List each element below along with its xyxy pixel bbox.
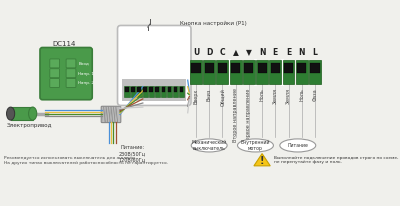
Text: Первое направление: Первое направление: [246, 88, 251, 143]
Text: N: N: [259, 48, 265, 57]
FancyBboxPatch shape: [168, 88, 171, 92]
FancyBboxPatch shape: [50, 59, 60, 68]
FancyBboxPatch shape: [310, 63, 320, 73]
FancyBboxPatch shape: [230, 60, 242, 84]
FancyBboxPatch shape: [309, 60, 321, 84]
FancyBboxPatch shape: [66, 59, 76, 68]
FancyBboxPatch shape: [136, 86, 142, 97]
FancyBboxPatch shape: [205, 63, 214, 73]
Text: E: E: [286, 48, 291, 57]
Text: Вход: Вход: [78, 62, 89, 66]
Text: Вверх: Вверх: [194, 88, 198, 104]
Ellipse shape: [28, 107, 37, 120]
FancyBboxPatch shape: [144, 88, 147, 92]
FancyBboxPatch shape: [50, 69, 60, 78]
Text: Ноль: Ноль: [260, 88, 264, 101]
Text: Земля: Земля: [273, 88, 278, 104]
FancyBboxPatch shape: [231, 63, 240, 73]
FancyBboxPatch shape: [40, 48, 92, 100]
Text: Питание:
230В/50Гц
120В/60Гц: Питание: 230В/50Гц 120В/60Гц: [119, 145, 146, 162]
FancyBboxPatch shape: [173, 86, 178, 97]
Ellipse shape: [280, 139, 316, 152]
Text: Кнопка настройки (P1): Кнопка настройки (P1): [180, 21, 247, 26]
Text: ▼: ▼: [246, 48, 252, 57]
FancyBboxPatch shape: [150, 88, 153, 92]
FancyBboxPatch shape: [179, 86, 184, 97]
FancyBboxPatch shape: [125, 88, 129, 92]
FancyBboxPatch shape: [297, 63, 306, 73]
Text: Общий: Общий: [220, 88, 225, 106]
FancyBboxPatch shape: [244, 63, 254, 73]
Text: U: U: [193, 48, 199, 57]
FancyBboxPatch shape: [167, 86, 172, 97]
Text: DC114: DC114: [52, 41, 76, 47]
FancyBboxPatch shape: [161, 86, 166, 97]
FancyBboxPatch shape: [101, 106, 121, 123]
Polygon shape: [254, 154, 270, 166]
Text: Механический
выключатель: Механический выключатель: [192, 140, 227, 151]
Text: Земля: Земля: [286, 88, 291, 104]
Ellipse shape: [238, 139, 274, 152]
Text: Питание: Питание: [287, 143, 308, 148]
Text: D: D: [206, 48, 212, 57]
FancyBboxPatch shape: [218, 63, 227, 73]
FancyBboxPatch shape: [271, 63, 280, 73]
Text: ▲: ▲: [233, 48, 238, 57]
FancyBboxPatch shape: [66, 69, 76, 78]
FancyBboxPatch shape: [149, 86, 154, 97]
FancyBboxPatch shape: [137, 88, 141, 92]
Text: Рекомендуется использовать выключатель для жалюзи.
На других типах выключателей : Рекомендуется использовать выключатель д…: [4, 156, 168, 165]
Text: Фаза: Фаза: [312, 88, 318, 101]
FancyBboxPatch shape: [131, 88, 135, 92]
FancyBboxPatch shape: [296, 60, 308, 84]
FancyBboxPatch shape: [258, 63, 267, 73]
Text: Напр. 2: Напр. 2: [78, 81, 94, 85]
Text: Внутренний
мотор: Внутренний мотор: [241, 140, 270, 151]
FancyBboxPatch shape: [124, 86, 130, 97]
Text: E: E: [273, 48, 278, 57]
FancyBboxPatch shape: [216, 60, 228, 84]
Text: L: L: [312, 48, 318, 57]
Circle shape: [147, 13, 153, 19]
FancyBboxPatch shape: [284, 63, 293, 73]
FancyBboxPatch shape: [156, 88, 159, 92]
Ellipse shape: [191, 139, 227, 152]
Text: Выполняйте подключение проводов строго по схеме,
не перепутайте фазу и ноль.: Выполняйте подключение проводов строго п…: [274, 156, 398, 164]
FancyBboxPatch shape: [122, 79, 186, 101]
Text: Ноль: Ноль: [299, 88, 304, 101]
FancyBboxPatch shape: [180, 88, 183, 92]
FancyBboxPatch shape: [130, 86, 136, 97]
FancyBboxPatch shape: [203, 60, 215, 84]
FancyBboxPatch shape: [11, 107, 33, 120]
FancyBboxPatch shape: [155, 86, 160, 97]
Text: N: N: [298, 48, 305, 57]
Ellipse shape: [6, 107, 15, 120]
FancyBboxPatch shape: [190, 60, 202, 84]
Text: Электропривод: Электропривод: [6, 123, 52, 128]
Text: C: C: [220, 48, 225, 57]
FancyBboxPatch shape: [282, 60, 294, 84]
FancyBboxPatch shape: [162, 88, 165, 92]
Text: Второе направление: Второе направление: [233, 88, 238, 142]
FancyBboxPatch shape: [66, 78, 76, 88]
FancyBboxPatch shape: [191, 63, 200, 73]
FancyBboxPatch shape: [243, 60, 255, 84]
FancyBboxPatch shape: [118, 26, 191, 105]
Text: !: !: [260, 156, 264, 166]
Text: Напр. 1: Напр. 1: [78, 72, 94, 76]
FancyBboxPatch shape: [174, 88, 177, 92]
FancyBboxPatch shape: [50, 78, 60, 88]
FancyBboxPatch shape: [269, 60, 281, 84]
FancyBboxPatch shape: [142, 86, 148, 97]
Text: Вниз: Вниз: [207, 88, 212, 101]
FancyBboxPatch shape: [256, 60, 268, 84]
